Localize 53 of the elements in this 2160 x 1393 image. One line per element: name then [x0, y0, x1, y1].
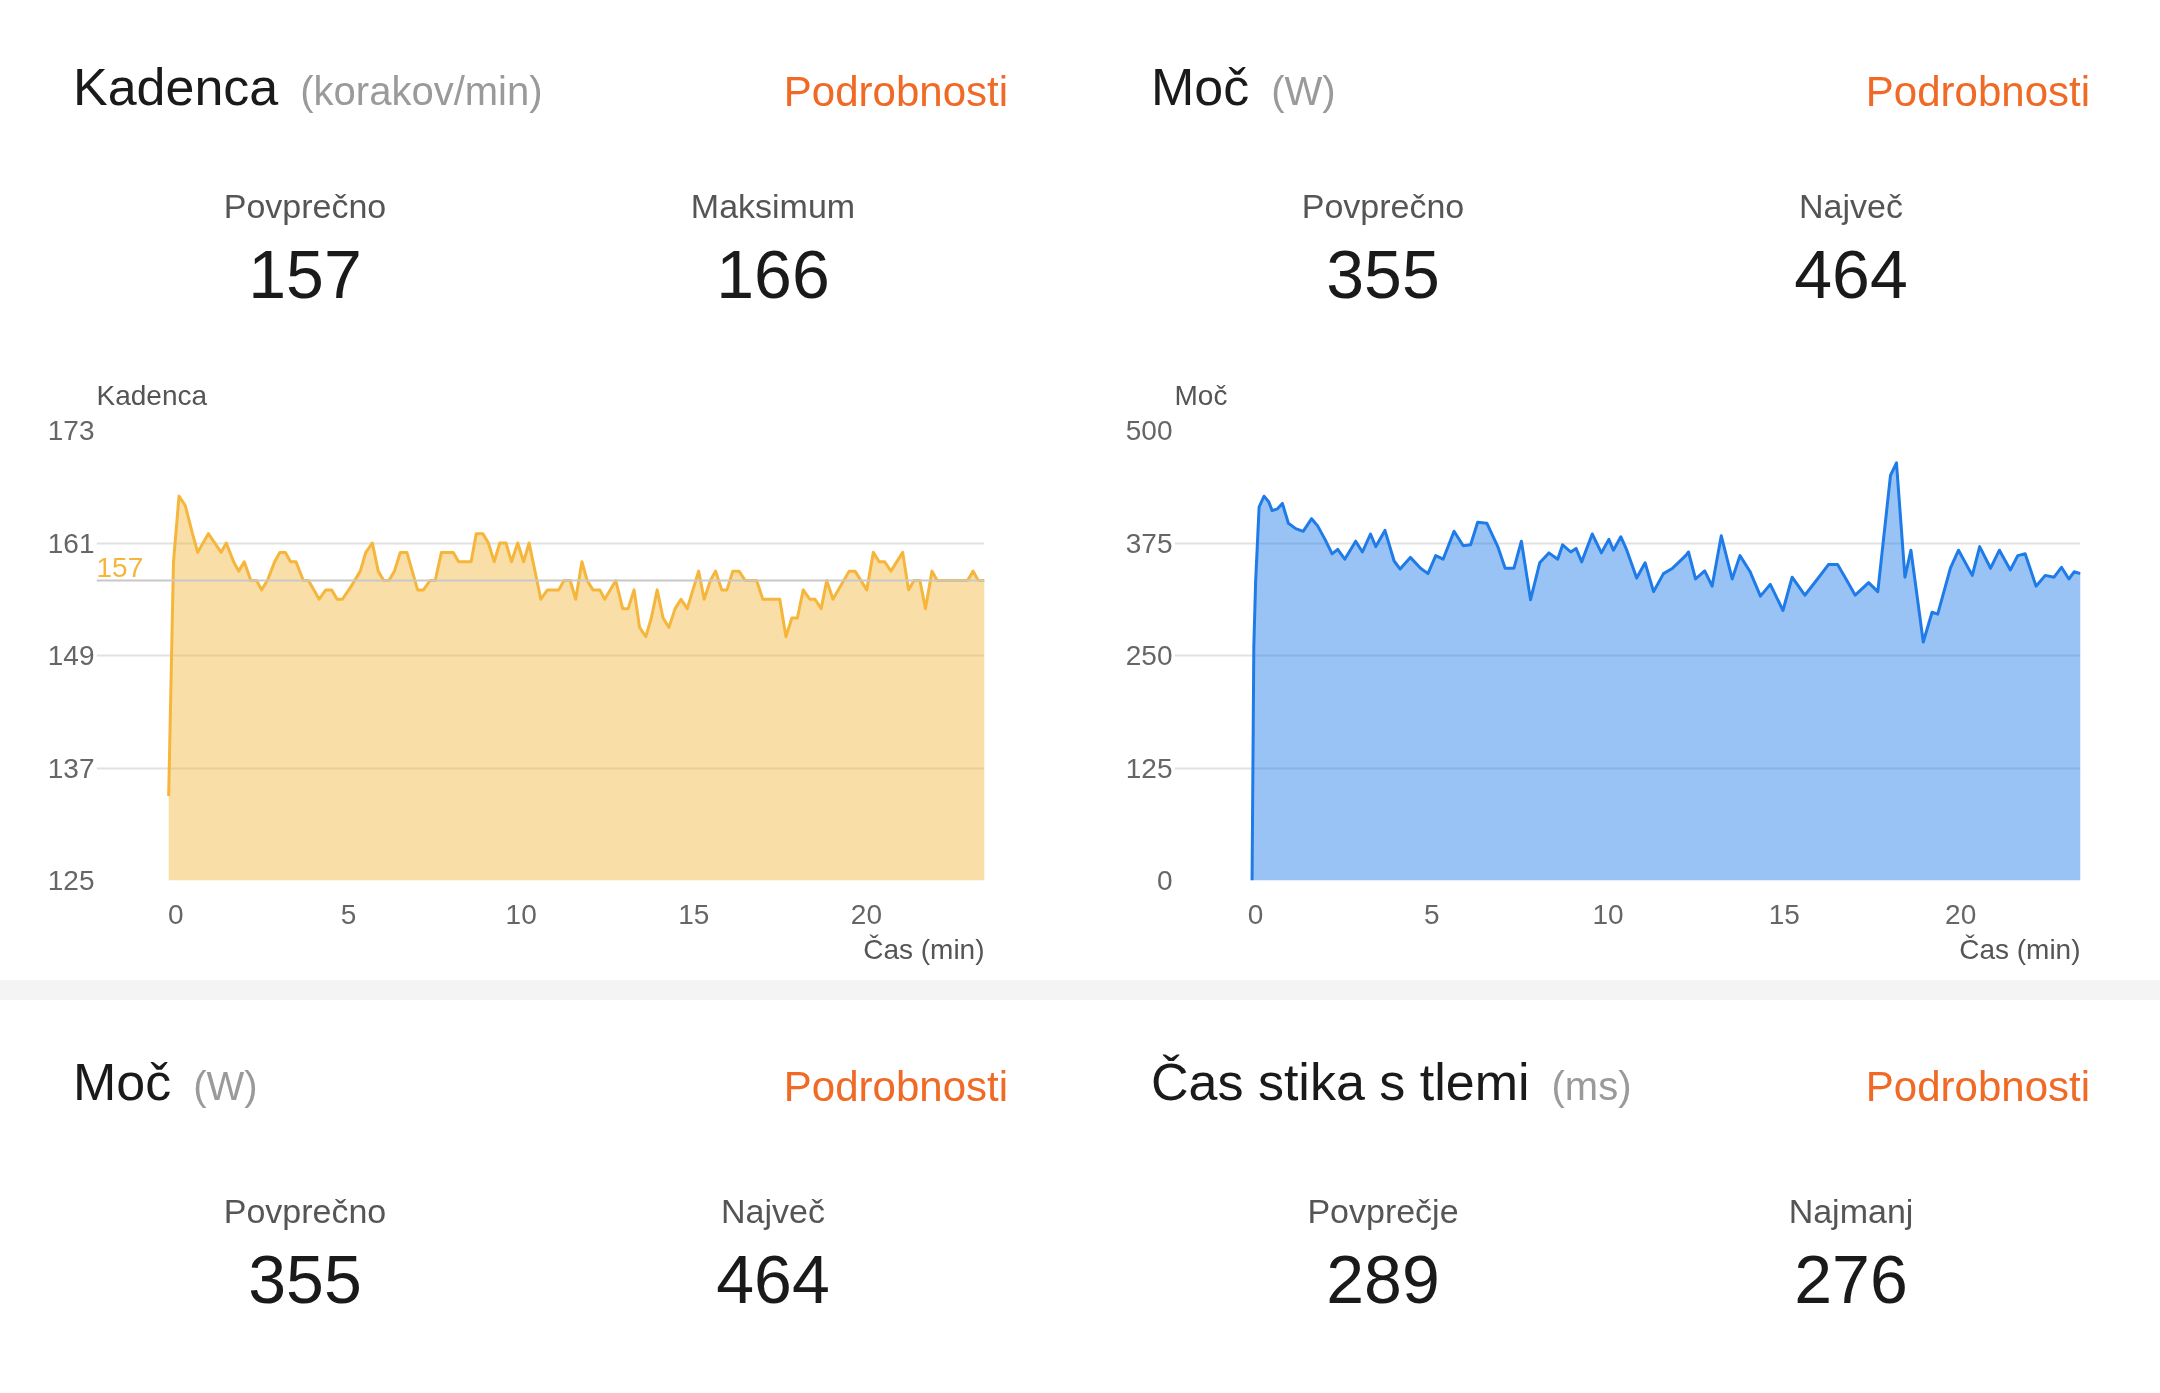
text: 464	[1793, 235, 1909, 314]
text: Podrobnosti	[1865, 1062, 2090, 1112]
y-tick-label: 500	[1125, 415, 1173, 446]
y-tick-label: 173	[47, 415, 95, 446]
x-tick-label: 0	[1247, 898, 1264, 930]
text: Moč	[73, 1053, 172, 1111]
text: Najmanj	[1787, 1191, 1915, 1232]
y-tick-label: 250	[1125, 640, 1173, 671]
chart-subtitle: (korakov/min)	[300, 69, 543, 113]
text: 166	[715, 235, 831, 314]
y-tick-label: 137	[47, 752, 95, 784]
text: Maksimum	[689, 186, 857, 227]
x-tick-label: 5	[1424, 898, 1440, 930]
text: (ms)	[1551, 1064, 1632, 1108]
y-tick-label: 0	[1156, 865, 1173, 896]
text: 464	[715, 1240, 831, 1319]
y-tick-label: 125	[47, 865, 95, 896]
x-tick-label: 10	[1592, 898, 1624, 930]
x-tick-label: 15	[678, 898, 710, 930]
y-axis-title: Moč	[1174, 379, 1228, 411]
text: Največ	[1798, 186, 1904, 227]
text: 355	[1325, 235, 1441, 314]
y-axis-title: Kadenca	[96, 379, 208, 411]
chart-subtitle: (W)	[1271, 69, 1336, 113]
text: Največ	[720, 1191, 826, 1232]
x-tick-label: 20	[850, 898, 883, 930]
x-tick-label: 10	[505, 898, 537, 930]
ref-line-label: 157	[96, 551, 144, 583]
text: Povprečno	[222, 186, 388, 227]
y-tick-label: 125	[1125, 752, 1173, 784]
text: (W)	[193, 1064, 258, 1108]
text: Povprečno	[1300, 186, 1466, 227]
text: 157	[247, 235, 363, 314]
y-tick-label: 161	[47, 527, 95, 559]
chart-title: Moč	[1151, 58, 1250, 116]
text: Podrobnosti	[1865, 67, 2090, 117]
text: Povprečno	[222, 1191, 388, 1232]
chart-title: Kadenca	[73, 58, 279, 116]
text: Podrobnosti	[783, 1062, 1008, 1112]
text: Čas stika s tlemi	[1151, 1053, 1530, 1111]
text: 289	[1325, 1240, 1441, 1319]
text: 355	[247, 1240, 363, 1319]
y-tick-label: 149	[47, 640, 95, 671]
x-tick-label: 15	[1768, 898, 1800, 930]
text: Povprečje	[1306, 1191, 1460, 1232]
x-tick-label: 0	[168, 898, 184, 930]
text: 276	[1793, 1240, 1909, 1319]
x-tick-label: 20	[1945, 898, 1977, 930]
y-tick-label: 375	[1125, 527, 1173, 559]
x-axis-title: Čas (min)	[863, 933, 985, 965]
text: Podrobnosti	[783, 67, 1008, 117]
x-tick-label: 5	[340, 898, 357, 930]
x-axis-title: Čas (min)	[1959, 933, 2081, 965]
